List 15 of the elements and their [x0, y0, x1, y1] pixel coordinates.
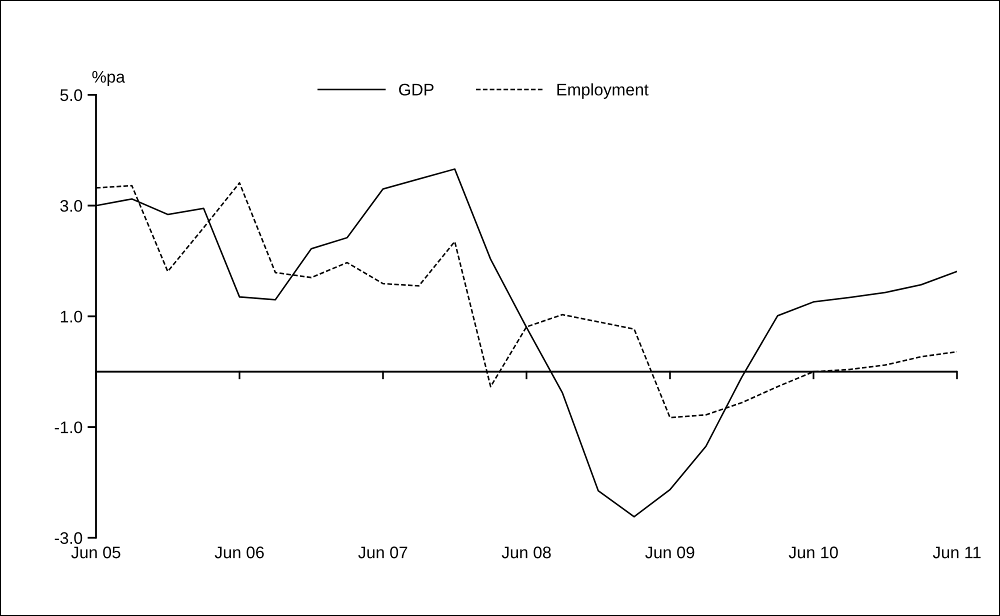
y-axis-title: %pa — [92, 70, 126, 86]
y-tick-label: -3.0 — [54, 532, 82, 544]
x-tick-label: Jun 05 — [71, 546, 120, 558]
y-tick-label: 5.0 — [60, 89, 82, 102]
x-tick-label: Jun 07 — [358, 546, 408, 558]
x-tick-label: Jun 08 — [502, 546, 551, 558]
y-tick-label: 3.0 — [60, 200, 82, 212]
y-tick-label: -1.0 — [54, 421, 82, 434]
x-tick-label: Jun 11 — [932, 546, 981, 558]
x-tick-label: Jun 09 — [645, 546, 694, 558]
legend-label: Employment — [557, 83, 649, 99]
y-tick-label: 1.0 — [60, 310, 82, 323]
legend-label: GDP — [399, 84, 434, 96]
x-tick-label: Jun 10 — [788, 546, 838, 558]
x-tick-label: Jun 06 — [214, 546, 264, 558]
